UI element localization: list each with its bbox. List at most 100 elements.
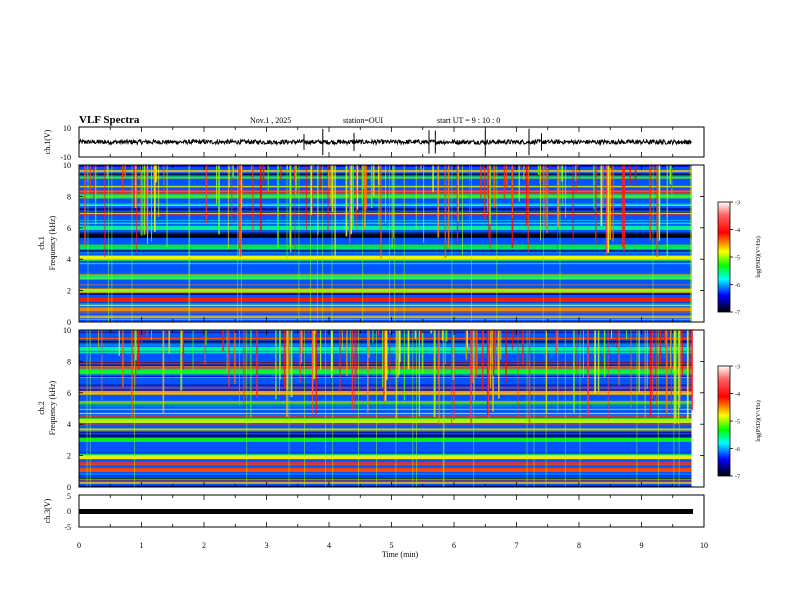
spectrogram-sferic xyxy=(673,330,675,487)
spectrogram-stratum xyxy=(79,418,692,420)
spectrogram-sferic xyxy=(315,330,317,414)
spectrogram-sferic xyxy=(559,165,561,322)
spectrogram-sferic xyxy=(444,165,447,258)
spectrogram-sferic xyxy=(380,165,382,259)
spectrogram-stratum xyxy=(79,416,692,418)
spectrogram-sferic xyxy=(162,330,165,414)
spectrogram-sferic xyxy=(488,330,490,419)
spectrogram-sferic xyxy=(546,165,549,233)
spectrogram-sferic xyxy=(93,165,95,199)
spectrogram-sferic xyxy=(492,330,495,377)
spectrogram-sferic xyxy=(391,165,393,249)
spectrogram-sferic xyxy=(432,165,434,193)
ch3-waveform-trace xyxy=(79,509,693,514)
spectrogram-sferic xyxy=(86,165,88,182)
spectrogram-sferic xyxy=(143,165,146,235)
spectrogram-sferic xyxy=(611,330,613,339)
spectrogram-sferic xyxy=(396,330,399,360)
spectrogram-sferic xyxy=(98,330,99,348)
spectrogram-sferic xyxy=(358,330,359,487)
spectrogram-sferic xyxy=(557,165,559,228)
spectrogram-sferic xyxy=(286,330,288,417)
spectrogram-sferic xyxy=(518,165,520,202)
spectrogram-sferic xyxy=(84,165,86,247)
spectrogram-sferic xyxy=(275,330,277,400)
spectrogram-sferic xyxy=(228,330,230,387)
spectrogram-ytick-label: 0 xyxy=(67,318,71,327)
spectrogram-sferic xyxy=(234,330,236,384)
spectrogram-ytick-label: 8 xyxy=(67,357,71,366)
spectrogram-sferic xyxy=(397,330,399,378)
spectrogram-band xyxy=(79,194,692,199)
spectrogram-sferic xyxy=(222,330,224,352)
spectrogram-stratum xyxy=(79,259,692,262)
spectrogram-sferic xyxy=(262,165,265,185)
spectrogram-sferic xyxy=(686,330,689,419)
ch3-waveform-panel: 5 0 -5 ch.3(V) xyxy=(43,492,705,532)
figure-title: VLF Spectra xyxy=(79,114,140,126)
spectrogram-sferic xyxy=(250,330,252,418)
spectrogram-sferic xyxy=(284,330,286,388)
spectrogram-sferic xyxy=(609,330,612,333)
spectrogram-sferic xyxy=(294,165,297,198)
spectrogram-sferic xyxy=(542,165,544,322)
spectrogram-stratum xyxy=(79,481,692,484)
spectrogram-sferic xyxy=(147,165,149,244)
spectrogram-sferic xyxy=(579,330,581,487)
spectrogram-sferic xyxy=(384,330,387,401)
spectrogram-sferic xyxy=(313,330,316,379)
spectrogram-sferic xyxy=(372,330,374,343)
x-tick-label: 0 xyxy=(77,541,81,550)
spectrogram-sferic xyxy=(298,165,300,322)
spectrogram-sferic xyxy=(393,165,394,238)
spectrogram-sferic xyxy=(136,165,137,252)
spectrogram-sferic xyxy=(437,165,440,238)
ch1-ytick-bottom: -10 xyxy=(60,153,71,162)
spectrogram-sferic xyxy=(306,165,307,230)
spectrogram-sferic xyxy=(137,330,140,371)
start-ut-label: start UT = 9 : 10 : 0 xyxy=(437,116,500,125)
ch1-spectrogram-panel: 0 2 4 6 8 10 ch.1 Frequency (kHz) xyxy=(37,161,705,327)
spectrogram-sferic xyxy=(575,165,577,181)
spectrogram-sferic xyxy=(231,165,233,225)
colorbar-tick-label: -3 xyxy=(735,201,740,207)
spectrogram-sferic xyxy=(503,165,506,199)
spectrogram-sferic xyxy=(328,165,330,189)
spectrogram-stratum xyxy=(79,473,692,475)
spectrogram-stratum xyxy=(79,176,692,179)
spectrogram-stratum xyxy=(79,165,692,167)
spectrogram-sferic xyxy=(226,330,228,373)
spectrogram-ytick-label: 10 xyxy=(63,161,71,170)
spectrogram-sferic xyxy=(89,330,91,378)
spectrogram-sferic xyxy=(469,165,470,225)
spectrogram-sferic xyxy=(526,165,528,226)
spectrogram-stratum xyxy=(79,263,692,266)
spectrogram-sferic xyxy=(331,165,334,212)
ch2-spectrogram-image xyxy=(79,330,693,487)
spectrogram-sferic xyxy=(470,330,472,423)
spectrogram-sferic xyxy=(456,165,459,245)
spectrogram-sferic xyxy=(140,165,142,236)
spectrogram-sferic xyxy=(654,165,656,174)
spectrogram-sferic xyxy=(151,165,152,242)
spectrogram-sferic xyxy=(649,165,651,241)
spectrogram-stratum xyxy=(79,212,692,213)
spectrogram-sferic xyxy=(638,330,640,393)
colorbar-ch1: -3 -4 -5 -6 -7 log(PSD)(V²/Hz) xyxy=(717,201,762,317)
spectrogram-sferic xyxy=(407,330,410,369)
spectrogram-stratum xyxy=(79,273,692,275)
spectrogram-band xyxy=(79,233,692,238)
spectrogram-stratum xyxy=(79,412,692,415)
spectrogram-sferic xyxy=(239,165,241,257)
spectrogram-sferic xyxy=(597,330,600,392)
spectrogram-sferic xyxy=(617,165,618,173)
spectrogram-sferic xyxy=(658,165,661,241)
spectrogram-sferic xyxy=(133,165,135,209)
spectrogram-sferic xyxy=(462,165,463,256)
spectrogram-sferic xyxy=(106,165,108,178)
spectrogram-sferic xyxy=(555,330,558,354)
spectrogram-sferic xyxy=(245,330,246,389)
spectrogram-sferic xyxy=(260,165,262,231)
spectrogram-sferic xyxy=(153,165,155,190)
